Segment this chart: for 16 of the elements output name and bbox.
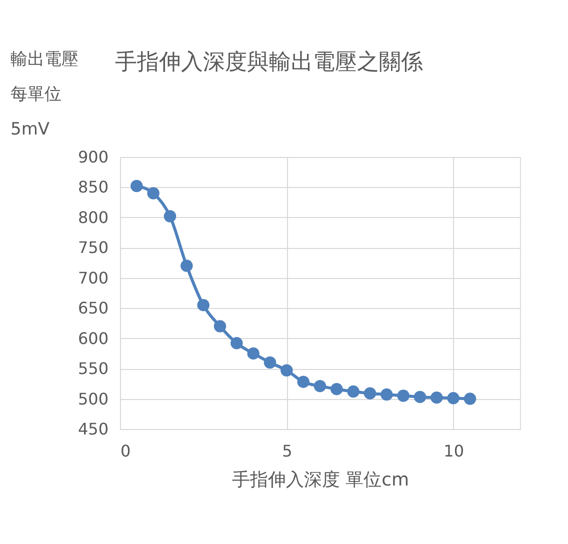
- y-tick-label: 850: [78, 178, 108, 197]
- y-tick-label: 600: [78, 328, 108, 348]
- y-tick-label: 500: [78, 389, 108, 408]
- x-axis-title: 手指伸入深度 單位cm: [232, 470, 410, 490]
- y-tick-label: 900: [78, 148, 108, 166]
- x-tick-label: 10: [444, 442, 464, 460]
- chart-title: 手指伸入深度與輸出電壓之關係: [115, 50, 423, 75]
- y-tick-label: 800: [78, 208, 108, 227]
- y-tick-label: 450: [78, 420, 108, 438]
- y-tick-label: 650: [78, 298, 108, 318]
- y-tick-label: 750: [78, 238, 108, 258]
- y-tick-label: 700: [78, 268, 108, 288]
- y-tick-label: 550: [78, 359, 108, 378]
- x-tick-label: 0: [120, 442, 131, 460]
- x-tick-label: 5: [282, 442, 292, 460]
- y-axis-title: 輸出電壓每單位5mV: [10, 50, 78, 140]
